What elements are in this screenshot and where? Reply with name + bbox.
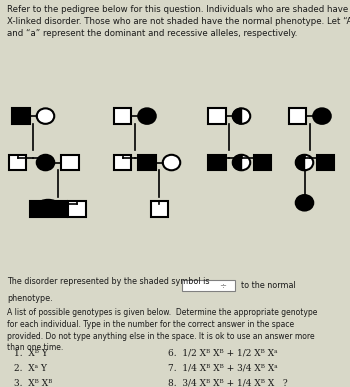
FancyBboxPatch shape xyxy=(49,201,66,217)
FancyBboxPatch shape xyxy=(114,155,131,170)
Circle shape xyxy=(37,155,54,170)
Text: 8.  3/4 Xᴮ Xᴮ + 1/4 Xᴮ X   ?: 8. 3/4 Xᴮ Xᴮ + 1/4 Xᴮ X ? xyxy=(168,379,288,387)
FancyBboxPatch shape xyxy=(150,201,168,217)
Text: 7.  1/4 Xᴮ Xᴮ + 3/4 Xᴮ Xᵃ: 7. 1/4 Xᴮ Xᴮ + 3/4 Xᴮ Xᵃ xyxy=(168,364,278,373)
FancyBboxPatch shape xyxy=(138,155,156,170)
FancyBboxPatch shape xyxy=(12,108,30,124)
Circle shape xyxy=(163,155,180,170)
Circle shape xyxy=(233,155,250,170)
Circle shape xyxy=(296,195,313,211)
Circle shape xyxy=(138,108,156,124)
Text: 1.  Xᴮ Y: 1. Xᴮ Y xyxy=(14,349,48,358)
Circle shape xyxy=(313,108,331,124)
Circle shape xyxy=(233,108,250,124)
FancyBboxPatch shape xyxy=(30,201,47,217)
FancyBboxPatch shape xyxy=(9,155,26,170)
Text: to the normal: to the normal xyxy=(241,281,296,290)
Circle shape xyxy=(296,155,313,170)
Polygon shape xyxy=(296,155,304,170)
FancyBboxPatch shape xyxy=(208,155,226,170)
FancyBboxPatch shape xyxy=(254,155,271,170)
FancyBboxPatch shape xyxy=(68,201,86,217)
Text: Refer to the pedigree below for this question. Individuals who are shaded have a: Refer to the pedigree below for this que… xyxy=(7,5,350,38)
Text: ÷: ÷ xyxy=(219,281,226,290)
FancyBboxPatch shape xyxy=(208,108,226,124)
Text: 6.  1/2 Xᴮ Xᴮ + 1/2 Xᴮ Xᵃ: 6. 1/2 Xᴮ Xᴮ + 1/2 Xᴮ Xᵃ xyxy=(168,349,278,358)
Polygon shape xyxy=(233,108,241,124)
Text: phenotype.: phenotype. xyxy=(7,294,52,303)
FancyBboxPatch shape xyxy=(182,280,234,291)
Polygon shape xyxy=(233,155,241,170)
FancyBboxPatch shape xyxy=(61,155,79,170)
Text: 3.  Xᴮ Xᴮ: 3. Xᴮ Xᴮ xyxy=(14,379,52,387)
Text: 2.  Xᵃ Y: 2. Xᵃ Y xyxy=(14,364,47,373)
FancyBboxPatch shape xyxy=(289,108,306,124)
Text: A list of possible genotypes is given below.  Determine the appropriate genotype: A list of possible genotypes is given be… xyxy=(7,308,317,353)
Text: The disorder represented by the shaded symbol is: The disorder represented by the shaded s… xyxy=(7,277,210,286)
FancyBboxPatch shape xyxy=(317,155,334,170)
FancyBboxPatch shape xyxy=(114,108,131,124)
Circle shape xyxy=(37,108,54,124)
